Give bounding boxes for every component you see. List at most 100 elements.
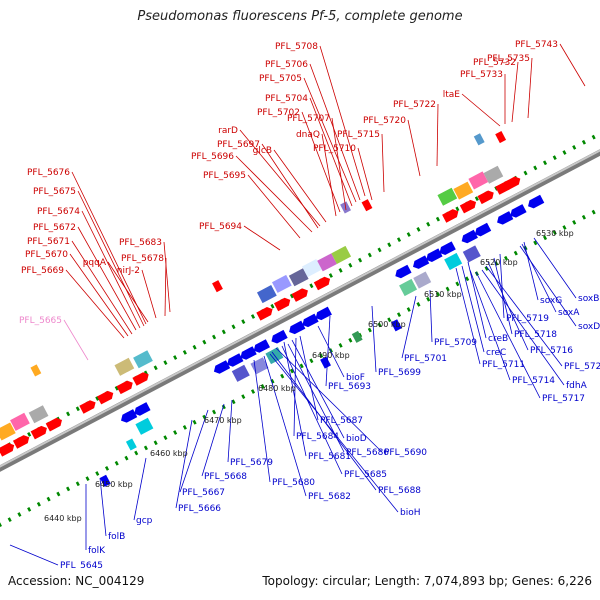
scale-label: 6530 kbp (536, 229, 574, 238)
reverse-tick (484, 266, 489, 271)
leader-line (475, 271, 541, 399)
forward-gene-arrow (313, 276, 331, 291)
forward-gene-arrow (30, 425, 47, 440)
forward-tick (416, 227, 421, 232)
forward-gene-arrow (442, 209, 459, 223)
outer-reverse-gene (390, 319, 402, 332)
gene-label: PFL_5708 (275, 42, 318, 52)
leader-line (273, 149, 327, 223)
reverse-tick (319, 353, 324, 358)
leader-line (319, 45, 366, 197)
forward-tick (552, 155, 557, 160)
gene-label: PFL_5732 (473, 58, 516, 68)
scale-label: 6470 kbp (204, 416, 242, 425)
reverse-gene-arrow (395, 264, 412, 279)
gene-label: PFL_5671 (27, 237, 70, 247)
leader-line (69, 253, 129, 337)
reverse-tick (309, 358, 314, 364)
leader-line (521, 243, 557, 313)
gene-label: PFL_5735 (487, 54, 530, 64)
reverse-tick (75, 481, 80, 487)
gene-label: PFL_5721 (564, 362, 600, 372)
leader-line (357, 147, 373, 201)
gene-label: soxA (558, 308, 580, 318)
reverse-gene-arrow (134, 402, 151, 416)
reverse-gene-arrow (474, 222, 492, 237)
leader-line (164, 257, 167, 317)
gene-label: fdhA (566, 381, 588, 391)
leader-line (371, 305, 377, 373)
reverse-gene-arrow (271, 329, 288, 344)
gene-label: PFL_5694 (199, 222, 242, 232)
forward-tick (542, 160, 548, 166)
forward-gene-block (453, 181, 474, 200)
reverse-tick (280, 373, 285, 379)
accession-label: Accession: NC_004129 (8, 574, 145, 588)
leader-line (261, 143, 319, 229)
forward-tick (358, 257, 363, 263)
leader-line (283, 341, 307, 457)
gene-label: PFL_5718 (514, 330, 557, 340)
label-leader-lines (9, 43, 586, 566)
reverse-tick (581, 214, 586, 220)
reverse-gene-arrow (510, 204, 527, 218)
leader-line (455, 267, 481, 365)
reverse-tick (455, 281, 460, 287)
reverse-tick (435, 291, 440, 297)
reverse-gene-arrow (253, 339, 270, 353)
gene-label: PFL_5743 (515, 40, 558, 50)
gene-label: ltaE (443, 90, 461, 100)
gene-label: PFL_5686 (346, 448, 389, 458)
forward-gene-arrow (273, 297, 291, 312)
reverse-gene-arrow (302, 313, 319, 328)
forward-tick (406, 232, 411, 237)
forward-tick (591, 134, 596, 140)
leader-line (71, 171, 147, 325)
reverse-tick (17, 512, 22, 517)
leader-line (461, 265, 485, 353)
reverse-tick (377, 322, 382, 328)
reverse-gene-arrow (497, 211, 514, 225)
gene-label: nirJ-2 (117, 266, 140, 276)
forward-gene-block (133, 350, 153, 369)
forward-tick (270, 303, 275, 309)
reverse-tick (367, 327, 372, 333)
gene-label: glcB (253, 146, 272, 156)
gene-label: PFL_5709 (434, 338, 477, 348)
reverse-tick (591, 209, 596, 215)
reverse-gene-arrow (439, 241, 456, 255)
reverse-tick (260, 384, 265, 389)
reverse-gene-block (462, 245, 481, 263)
forward-gene-block (256, 285, 277, 304)
leader-line (269, 353, 399, 513)
reverse-gene-block (135, 417, 154, 435)
leader-line (9, 544, 59, 566)
gene-label: PFL_5716 (530, 346, 573, 356)
leader-line (293, 337, 297, 437)
forward-tick (474, 196, 479, 201)
reverse-gene-arrow (426, 248, 443, 262)
gene-label: PFL_5701 (404, 354, 447, 364)
leader-line (511, 61, 519, 123)
gene-label: PFL_5684 (296, 432, 339, 442)
forward-tick (455, 206, 460, 212)
gene-label: pqqA (83, 258, 107, 268)
forward-tick (562, 150, 567, 155)
gene-label: PFL_5672 (33, 223, 76, 233)
leader-line (107, 261, 149, 323)
gene-label: bioF (346, 373, 365, 383)
leader-line (163, 241, 171, 313)
forward-gene-arrow (459, 199, 477, 214)
reverse-tick (396, 312, 402, 317)
gene-label: folB (108, 532, 125, 542)
scale-label: 6460 kbp (150, 449, 188, 458)
outer-forward-gene (473, 133, 485, 146)
reverse-tick (387, 317, 392, 323)
reverse-gene-block (250, 357, 269, 375)
forward-gene-arrow (477, 190, 494, 205)
gene-label: PFL_5714 (512, 376, 555, 386)
forward-tick (572, 145, 577, 150)
reverse-tick (416, 302, 421, 307)
gene-label: PFL_5719 (506, 314, 549, 324)
forward-tick (309, 283, 314, 289)
